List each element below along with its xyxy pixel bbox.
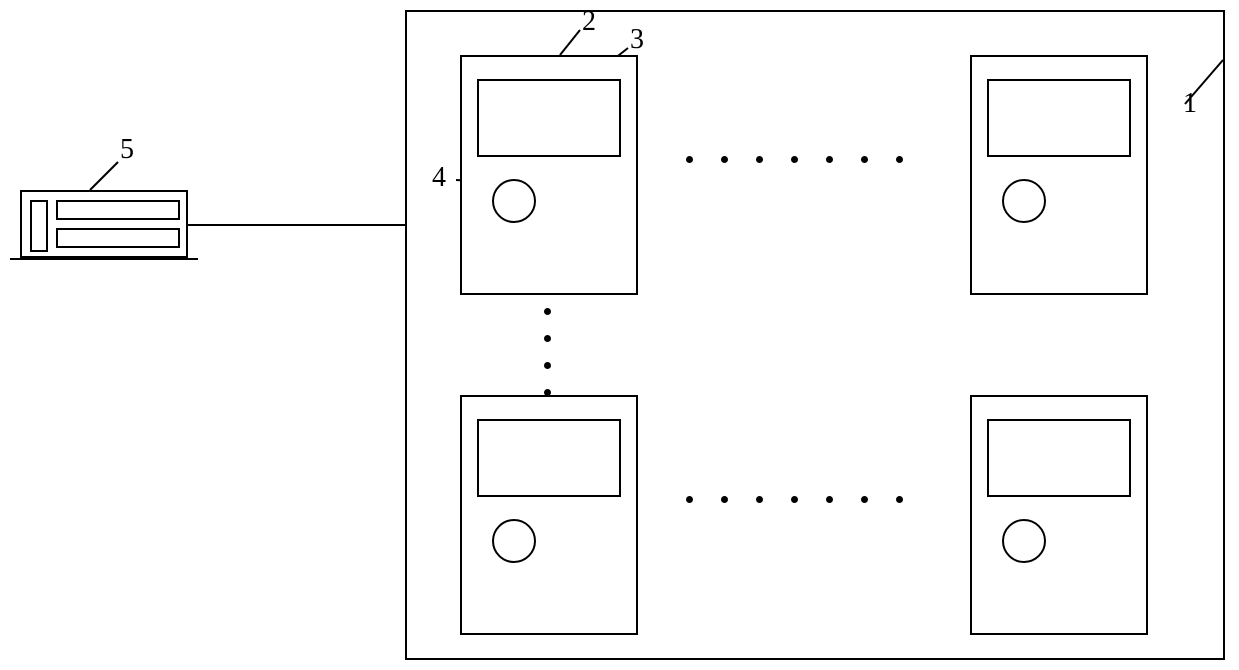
device-top-left <box>460 55 638 295</box>
computer-body <box>20 190 188 258</box>
ellipsis-dots-vertical <box>544 308 551 396</box>
ellipsis-dots-top <box>686 156 903 163</box>
connection-line <box>188 224 407 226</box>
device-top-right <box>970 55 1148 295</box>
device-dial <box>492 179 536 223</box>
device-dial <box>1002 519 1046 563</box>
label-1: 1 <box>1183 88 1197 120</box>
device-screen <box>477 79 621 157</box>
computer-base <box>10 258 198 260</box>
label-4: 4 <box>432 162 446 194</box>
device-dial <box>492 519 536 563</box>
device-bottom-right <box>970 395 1148 635</box>
device-bottom-left <box>460 395 638 635</box>
device-screen <box>477 419 621 497</box>
device-dial <box>1002 179 1046 223</box>
computer-slot-2 <box>56 228 180 248</box>
device-screen <box>987 79 1131 157</box>
label-5: 5 <box>120 134 134 166</box>
label-3: 3 <box>630 24 644 56</box>
device-screen <box>987 419 1131 497</box>
computer-side-panel <box>30 200 48 252</box>
computer-slot-1 <box>56 200 180 220</box>
label-2: 2 <box>582 6 596 38</box>
ellipsis-dots-bottom <box>686 496 903 503</box>
